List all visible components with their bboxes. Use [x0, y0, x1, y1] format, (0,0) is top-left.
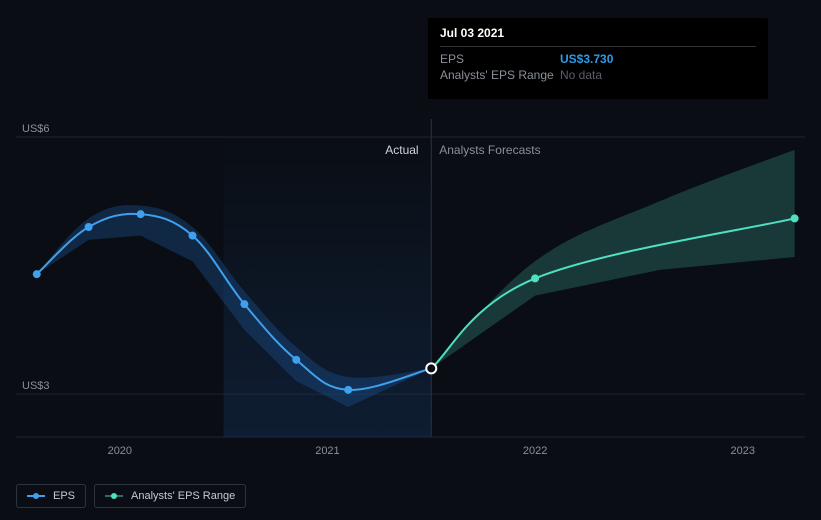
x-axis-label: 2021: [315, 445, 339, 457]
x-axis-label: 2023: [730, 445, 754, 457]
eps-forecast-chart: US$3 US$6 Actual Analysts Forecasts 2020…: [0, 0, 821, 520]
region-label-forecast: Analysts Forecasts: [439, 143, 540, 157]
tooltip-row-label: Analysts' EPS Range: [440, 68, 560, 82]
tooltip-row: EPS US$3.730: [440, 51, 756, 67]
legend-item-eps[interactable]: EPS: [16, 484, 86, 508]
tooltip-row-value: No data: [560, 68, 602, 82]
x-axis-label: 2020: [108, 445, 132, 457]
y-axis-label: US$6: [22, 123, 50, 135]
tooltip-date: Jul 03 2021: [440, 26, 756, 47]
x-axis-label: 2022: [523, 445, 547, 457]
tooltip-row: Analysts' EPS Range No data: [440, 67, 756, 83]
legend-swatch-icon: [27, 492, 45, 500]
legend-swatch-icon: [105, 492, 123, 500]
region-label-actual: Actual: [385, 143, 418, 157]
chart-legend: EPS Analysts' EPS Range: [16, 484, 246, 508]
legend-item-analysts-range[interactable]: Analysts' EPS Range: [94, 484, 246, 508]
legend-label: Analysts' EPS Range: [131, 490, 235, 502]
legend-label: EPS: [53, 490, 75, 502]
tooltip-row-label: EPS: [440, 52, 560, 66]
chart-tooltip: Jul 03 2021 EPS US$3.730 Analysts' EPS R…: [428, 18, 768, 99]
y-axis-label: US$3: [22, 380, 50, 392]
tooltip-row-value: US$3.730: [560, 52, 613, 66]
